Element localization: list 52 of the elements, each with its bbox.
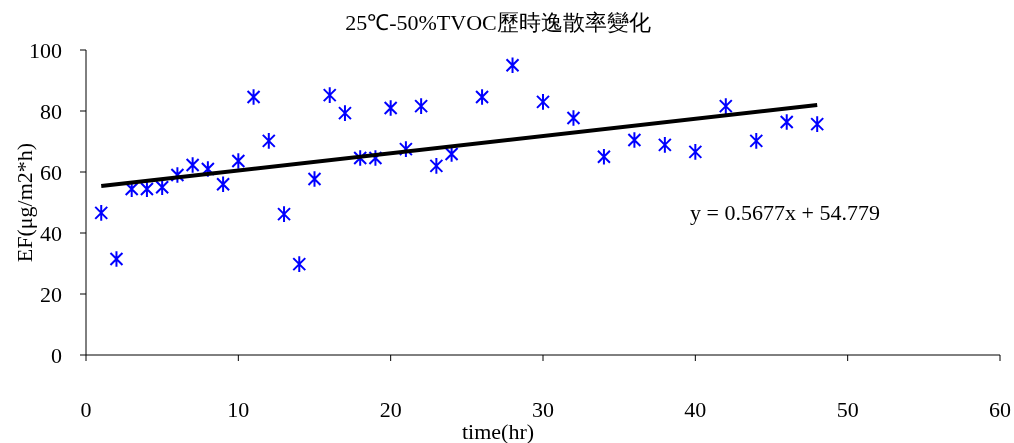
y-tick-label: 80 <box>40 98 62 124</box>
point <box>155 178 170 197</box>
point <box>749 132 764 150</box>
point <box>216 175 231 193</box>
y-axis-title: EF(μg/m2*h) <box>12 142 37 263</box>
y-tick-label: 100 <box>29 37 62 63</box>
point <box>596 147 611 166</box>
point <box>536 93 550 111</box>
point <box>414 97 429 115</box>
y-tick-label: 40 <box>40 220 62 246</box>
x-tick-label: 0 <box>80 397 92 422</box>
point <box>505 56 520 75</box>
x-tick-label: 50 <box>836 397 859 422</box>
x-tick-label: 30 <box>532 397 554 422</box>
point <box>779 113 794 131</box>
point <box>307 170 322 188</box>
point <box>475 88 490 106</box>
point <box>322 86 337 104</box>
x-axis-title: time(hr) <box>461 419 535 443</box>
y-tick-label: 20 <box>40 281 62 307</box>
point <box>398 140 413 158</box>
x-tick-label: 20 <box>379 397 402 422</box>
point <box>109 250 124 268</box>
point <box>657 136 672 154</box>
point <box>139 180 154 198</box>
point <box>810 115 825 133</box>
point <box>261 132 276 150</box>
point <box>185 156 200 174</box>
point <box>688 143 703 161</box>
y-tick-label: 60 <box>40 159 62 185</box>
x-tick-label: 60 <box>989 397 1011 422</box>
point <box>94 204 109 222</box>
point <box>429 157 444 175</box>
x-tick-label: 40 <box>684 397 707 422</box>
point <box>718 97 733 115</box>
point <box>337 104 352 122</box>
point <box>277 205 292 223</box>
chart-title: 25℃-50%TVOC歷時逸散率變化 <box>345 10 651 35</box>
point <box>246 88 261 106</box>
point <box>444 145 459 163</box>
annotation: y = 0.5677x + 54.779 <box>690 200 880 225</box>
point <box>292 255 307 273</box>
point <box>566 109 581 127</box>
point <box>627 131 642 149</box>
point <box>170 166 185 184</box>
point <box>368 149 383 167</box>
point <box>200 160 215 178</box>
y-tick-label: 0 <box>51 342 62 368</box>
point <box>383 99 398 117</box>
point <box>353 149 368 167</box>
x-tick-label: 10 <box>227 397 250 422</box>
point <box>231 152 246 170</box>
